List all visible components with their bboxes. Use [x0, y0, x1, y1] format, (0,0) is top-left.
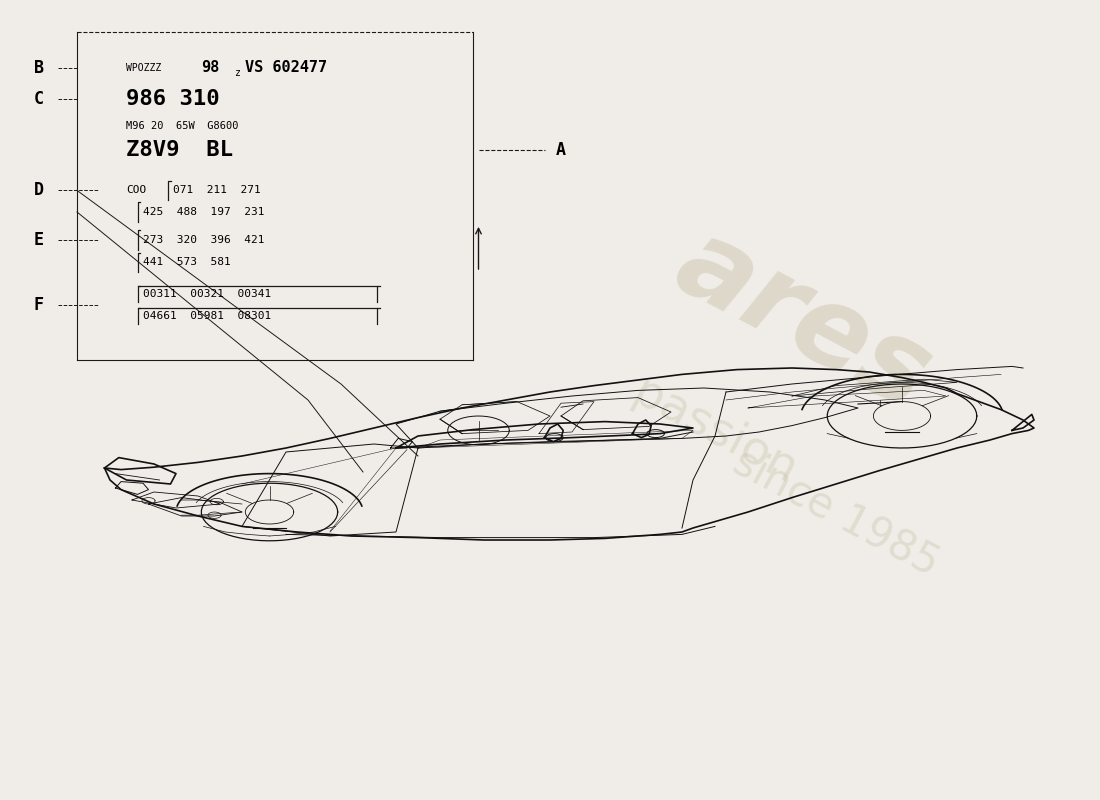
Text: 441  573  581: 441 573 581 — [143, 258, 231, 267]
Text: M96 20  65W  G8600: M96 20 65W G8600 — [126, 121, 239, 130]
Text: 273  320  396  421: 273 320 396 421 — [143, 235, 264, 245]
Text: 425  488  197  231: 425 488 197 231 — [143, 207, 264, 217]
Text: WPOZZZ: WPOZZZ — [126, 63, 167, 73]
Text: VS 602477: VS 602477 — [245, 61, 328, 75]
Text: 986 310: 986 310 — [126, 90, 220, 110]
Text: 98: 98 — [201, 61, 220, 75]
Text: 04661  05981  08301: 04661 05981 08301 — [143, 311, 272, 321]
Text: Z8V9  BL: Z8V9 BL — [126, 141, 233, 160]
Text: A: A — [556, 142, 565, 159]
Text: passion: passion — [625, 370, 805, 494]
Text: 071  211  271: 071 211 271 — [173, 186, 261, 195]
Text: COO: COO — [126, 186, 146, 195]
Text: ares: ares — [658, 209, 948, 431]
Text: F: F — [33, 296, 44, 314]
Text: E: E — [33, 231, 44, 249]
Text: C: C — [33, 90, 44, 108]
Text: since 1985: since 1985 — [726, 440, 946, 584]
Text: z: z — [235, 68, 241, 78]
Text: D: D — [33, 182, 44, 199]
Text: B: B — [33, 59, 44, 77]
Text: 00311  00321  00341: 00311 00321 00341 — [143, 290, 272, 299]
